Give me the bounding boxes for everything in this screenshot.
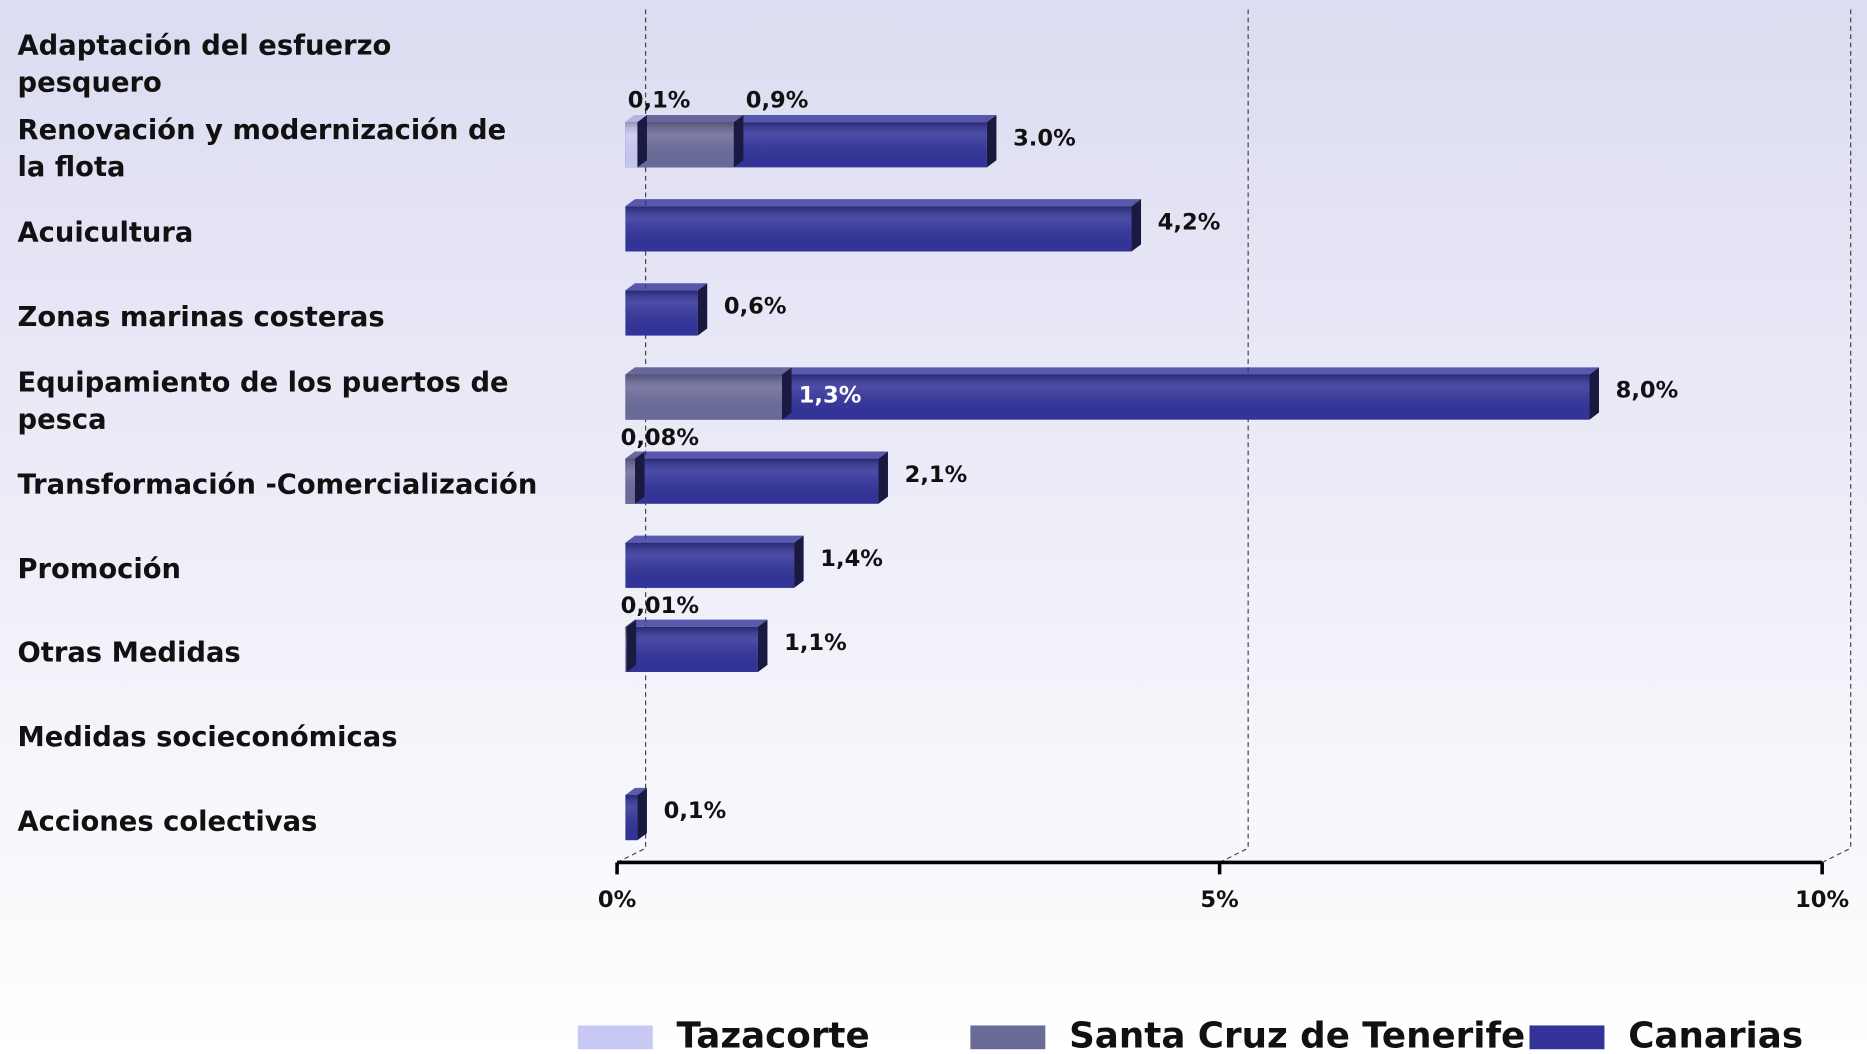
legend-label: Canarias (1628, 1015, 1803, 1054)
x-tick-label: 5% (1200, 887, 1238, 913)
grid-line (1219, 9, 1249, 864)
grid-line (1821, 9, 1852, 864)
legend-swatch (1529, 1025, 1605, 1050)
data-label: 0,6% (724, 294, 787, 320)
bar-side (1131, 199, 1142, 252)
bar-side (1589, 367, 1599, 420)
legend-swatch (970, 1025, 1046, 1050)
bar (625, 787, 647, 841)
y-tick-label: Zonas marinas costeras (17, 301, 385, 333)
bar (625, 535, 804, 588)
bar-shade (625, 458, 879, 504)
bar-side (757, 619, 768, 673)
bar-top (625, 115, 647, 123)
data-label: 2,1% (905, 462, 968, 488)
data-label: 8,0% (1616, 378, 1679, 404)
bar-shade (625, 122, 638, 168)
category-box: Renovación y modernización de la flota (17, 115, 507, 183)
bar-side (697, 283, 708, 336)
legend-swatch (577, 1025, 653, 1050)
bar-top (625, 619, 768, 627)
y-tick-label: Acciones colectivas (17, 806, 318, 838)
category-box: Acuicultura (17, 217, 194, 249)
bar-shade (625, 626, 758, 673)
bar-side (637, 787, 647, 841)
bar-top (625, 199, 1142, 207)
category-box: Acciones colectivas (17, 806, 318, 838)
bar-top (625, 619, 637, 627)
bar-top (625, 787, 647, 796)
bar (625, 199, 1142, 252)
bar-top (625, 367, 1599, 375)
bar-side (878, 451, 888, 504)
data-label: 1,1% (784, 630, 847, 656)
bar-top (625, 451, 888, 459)
bar-side (637, 115, 647, 168)
bar-shade (625, 458, 636, 504)
bar-side (794, 535, 804, 588)
category-box: Equipamiento de los puertos de pesca (17, 367, 509, 436)
data-label: 4,2% (1158, 209, 1221, 235)
data-label: 3.0% (1013, 125, 1076, 151)
bar-side (986, 115, 997, 168)
bar-top (625, 283, 708, 291)
bar-top (625, 451, 645, 459)
category-box: Zonas marinas costeras (17, 301, 385, 333)
y-tick-label: Equipamiento de los puertos de pesca (17, 367, 509, 436)
bar-side (733, 115, 744, 168)
data-label: 0,01% (621, 593, 699, 619)
bar-shade (625, 626, 627, 673)
grid-line (616, 9, 647, 864)
category-box: Medidas socieconómicas (17, 722, 398, 754)
y-tick-label: Acuicultura (17, 217, 194, 249)
legend-label: Santa Cruz de Tenerife (1069, 1015, 1525, 1054)
bar-side (626, 619, 637, 673)
bar-shade (625, 290, 698, 336)
y-tick-label: Otras Medidas (17, 638, 241, 670)
category-box: Adaptación del esfuerzo pesquero (17, 30, 392, 99)
category-box: Transformación -Comercialización (17, 469, 538, 501)
x-tick-label: 0% (598, 887, 636, 913)
bar (625, 115, 647, 168)
y-tick-label: Renovación y modernización de la flota (17, 115, 507, 183)
bar-top (625, 367, 792, 375)
bar-side (782, 367, 792, 420)
bar-shade (625, 795, 638, 841)
data-label: 1,4% (820, 546, 883, 572)
bar-side (635, 451, 645, 504)
x-tick-label: 10% (1795, 887, 1849, 913)
data-label: 0,1% (664, 798, 727, 824)
bar (625, 283, 708, 336)
y-tick-label: Transformación -Comercialización (17, 469, 538, 501)
bar-shade (625, 374, 783, 420)
bar (625, 451, 888, 504)
bar (625, 367, 792, 420)
y-tick-label: Adaptación del esfuerzo pesquero (17, 30, 392, 99)
bar (625, 451, 645, 504)
category-box: Otras Medidas (17, 638, 241, 670)
bar-top (625, 535, 804, 543)
bar-top (625, 115, 744, 123)
data-label: 0,08% (621, 425, 699, 451)
bar (625, 619, 637, 673)
bar-shade (625, 206, 1132, 252)
bar (625, 619, 768, 673)
data-label: 0,9% (746, 87, 809, 113)
legend-label: Tazacorte (677, 1015, 870, 1054)
category-box: Promoción (17, 553, 182, 585)
data-label: 0,1% (628, 87, 691, 113)
y-tick-label: Medidas socieconómicas (17, 722, 398, 754)
y-tick-label: Promoción (17, 553, 182, 585)
data-label: 1,3% (799, 382, 862, 408)
bar-shade (625, 542, 795, 588)
